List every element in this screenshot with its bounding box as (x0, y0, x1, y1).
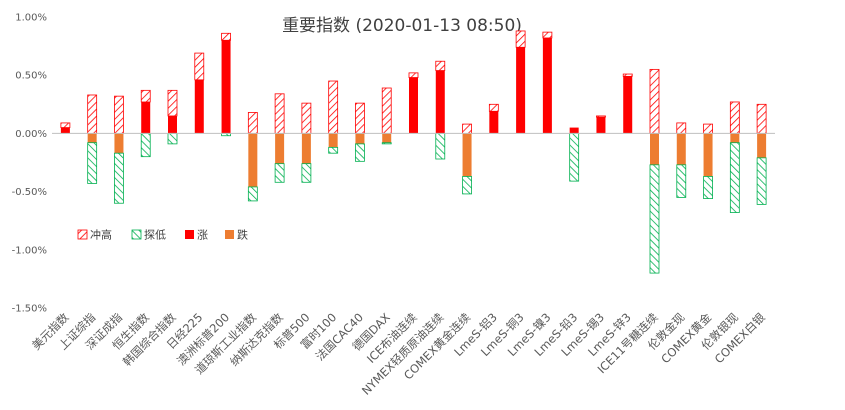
high-extension-bar (462, 123, 472, 134)
high-extension-bar (676, 122, 687, 134)
low-extension-bar (676, 164, 687, 198)
bar-marks (60, 30, 767, 274)
high-extension-bar (649, 68, 660, 134)
rise-bar (516, 47, 526, 134)
chart-title: 重要指数 (2020-01-13 08:50) (282, 16, 522, 36)
low-extension-bar (114, 152, 124, 204)
high-extension-bar (247, 112, 258, 134)
fall-bar (328, 133, 338, 148)
low-extension-bar (355, 143, 365, 162)
fall-bar (703, 133, 713, 177)
low-extension-bar (756, 157, 767, 205)
fall-bar (301, 133, 311, 164)
rise-bar (489, 111, 499, 134)
low-extension-bar (569, 132, 580, 182)
y-tick-label: -1.50% (12, 304, 47, 315)
y-tick-label: -0.50% (12, 187, 47, 198)
rise-bar (221, 40, 231, 134)
fall-bar (275, 133, 285, 164)
rise-bar (569, 127, 579, 134)
low-extension-bar (435, 132, 446, 160)
high-extension-bar (381, 87, 392, 134)
legend: 冲高 探低 涨 跌 (77, 228, 248, 242)
rise-bar (409, 77, 418, 134)
legend-label: 涨 (197, 229, 208, 242)
high-extension-bar (301, 102, 312, 134)
low-extension-bar (87, 142, 98, 184)
high-extension-bar (596, 115, 606, 118)
low-extension-bar (247, 186, 258, 202)
x-axis-category-labels: 美元指数上证综指深证成指恒生指数韩国综合指数日经225澳洲标普200道琼斯工业指… (29, 310, 768, 398)
legend-label: 跌 (237, 228, 248, 242)
high-extension-bar (114, 95, 124, 134)
low-extension-bar (381, 142, 392, 145)
legend-swatch (225, 230, 234, 239)
rise-bar (60, 127, 70, 134)
fall-bar (248, 133, 258, 187)
high-extension-bar (328, 80, 339, 134)
low-extension-bar (729, 142, 740, 213)
legend-label: 冲高 (90, 228, 112, 242)
legend-swatch (185, 230, 194, 239)
fall-bar (757, 133, 767, 158)
high-extension-bar (87, 94, 98, 134)
rise-bar (194, 79, 204, 134)
low-extension-bar (328, 146, 339, 154)
fall-bar (355, 133, 365, 144)
high-extension-bar (408, 72, 419, 78)
fall-bar (87, 133, 97, 143)
fall-bar (382, 133, 392, 143)
y-tick-label: 1.00% (15, 13, 47, 24)
rise-bar (542, 37, 552, 134)
high-extension-bar (622, 73, 633, 77)
low-extension-bar (140, 132, 151, 158)
high-extension-bar (756, 103, 767, 134)
fall-bar (114, 133, 124, 154)
high-extension-bar (60, 122, 71, 128)
low-extension-bar (301, 163, 312, 183)
fall-bar (676, 133, 686, 165)
high-extension-bar (515, 30, 526, 48)
low-extension-bar (649, 164, 660, 274)
high-extension-bar (140, 89, 151, 103)
y-tick-label: 0.50% (15, 71, 47, 82)
high-extension-bar (488, 103, 499, 112)
y-tick-label: -1.00% (12, 245, 47, 256)
legend-swatch (77, 229, 88, 240)
fall-bar (650, 133, 659, 165)
high-extension-bar (703, 123, 713, 134)
rise-bar (141, 101, 151, 134)
low-extension-bar (703, 176, 713, 199)
high-extension-bar (729, 101, 740, 134)
rise-bar (435, 70, 445, 134)
fall-bar (730, 133, 740, 143)
rise-bar (168, 115, 177, 134)
low-extension-bar (167, 132, 178, 145)
legend-swatch (131, 229, 142, 240)
y-axis-tick-labels: 1.00% 0.50% 0.00% -0.50% -1.00% -1.50% (12, 13, 47, 315)
high-extension-bar (221, 32, 231, 41)
high-extension-bar (274, 93, 285, 134)
rise-bar (623, 76, 633, 134)
low-extension-bar (462, 176, 472, 195)
fall-bar (462, 133, 472, 177)
high-extension-bar (435, 60, 446, 71)
y-tick-label: 0.00% (15, 129, 47, 140)
low-extension-bar (274, 163, 285, 183)
high-extension-bar (167, 89, 178, 117)
high-extension-bar (355, 102, 365, 134)
high-extension-bar (194, 52, 205, 81)
legend-label: 探低 (144, 229, 166, 242)
high-extension-bar (542, 31, 553, 39)
rise-bar (596, 117, 606, 134)
